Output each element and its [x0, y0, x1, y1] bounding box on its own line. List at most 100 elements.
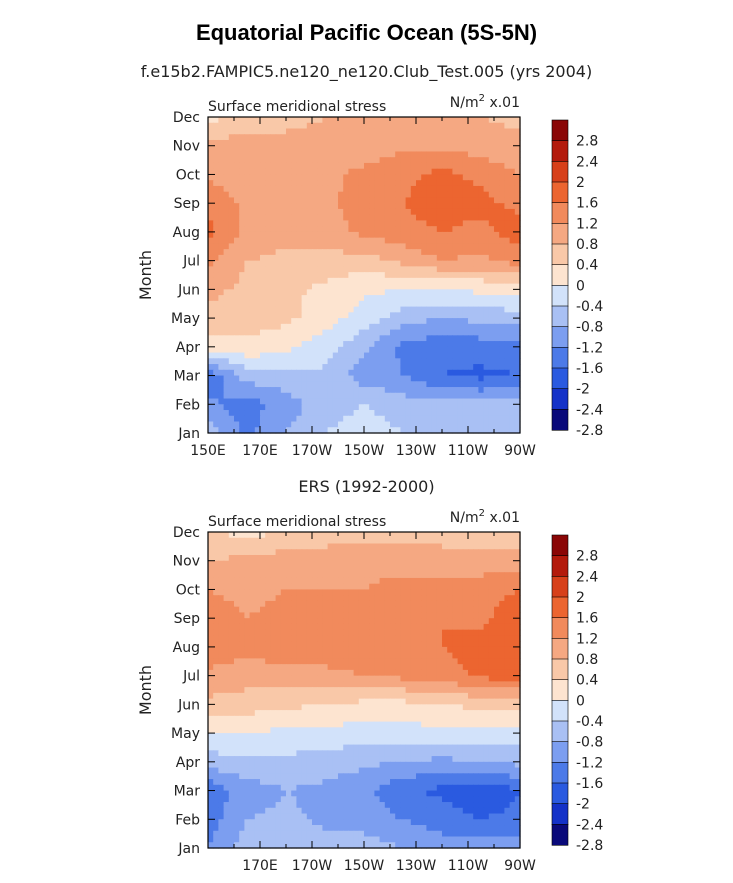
heatmap-cell [499, 646, 505, 654]
heatmap-cell [379, 358, 386, 365]
heatmap-cell [223, 358, 230, 365]
heatmap-cell [249, 168, 256, 176]
heatmap-cell [436, 254, 443, 262]
heatmap-cell [416, 623, 422, 631]
heatmap-cell [228, 577, 235, 585]
heatmap-cell [249, 226, 256, 233]
heatmap-cell [514, 554, 521, 562]
heatmap-cell [390, 549, 396, 556]
heatmap-cell [364, 283, 370, 290]
heatmap-cell [296, 583, 303, 591]
heatmap-cell [374, 185, 381, 193]
heatmap-cell [260, 174, 266, 181]
heatmap-cell [213, 122, 219, 130]
heatmap-cell [228, 618, 235, 625]
heatmap-cell [332, 203, 339, 210]
heatmap-cell [213, 410, 219, 417]
heatmap-cell [286, 208, 292, 216]
heatmap-cell [494, 277, 500, 285]
heatmap-cell [509, 306, 516, 313]
heatmap-cell [436, 300, 443, 308]
heatmap-cell [473, 572, 479, 579]
heatmap-cell [514, 612, 521, 619]
heatmap-cell [343, 249, 349, 256]
heatmap-cell [244, 203, 251, 210]
heatmap-cell [296, 174, 303, 181]
heatmap-cell [390, 260, 396, 267]
heatmap-cell [280, 410, 287, 417]
heatmap-cell [317, 681, 323, 688]
heatmap-cell [509, 283, 516, 290]
heatmap-cell [280, 595, 287, 602]
heatmap-cell [447, 128, 453, 135]
heatmap-cell [291, 623, 297, 631]
heatmap-cell [348, 560, 355, 568]
heatmap-cell [421, 283, 427, 290]
heatmap-cell [452, 162, 459, 170]
heatmap-cell [348, 629, 355, 637]
heatmap-cell [353, 260, 360, 267]
heatmap-cell [213, 226, 219, 233]
heatmap-cell [379, 295, 386, 302]
heatmap-cell [239, 318, 245, 325]
heatmap-cell [338, 549, 344, 556]
heatmap-cell [327, 134, 334, 141]
heatmap-cell [306, 664, 313, 671]
heatmap-cell [499, 375, 505, 382]
heatmap-cell [384, 381, 391, 388]
heatmap-cell [286, 387, 292, 394]
heatmap-cell [353, 243, 360, 250]
heatmap-cell [436, 145, 443, 153]
heatmap-cell [478, 312, 485, 319]
heatmap-cell [239, 664, 245, 671]
heatmap-cell [353, 168, 360, 176]
heatmap-cell [494, 180, 500, 187]
heatmap-cell [348, 595, 355, 602]
heatmap-cell [447, 289, 453, 296]
heatmap-cell [353, 641, 360, 648]
heatmap-cell [348, 583, 355, 591]
heatmap-cell [348, 214, 355, 222]
heatmap-cell [301, 560, 308, 568]
heatmap-cell [260, 532, 266, 539]
heatmap-cell [260, 537, 266, 545]
heatmap-cell [499, 572, 505, 579]
heatmap-cell [265, 675, 271, 682]
heatmap-cell [208, 272, 214, 279]
heatmap-cell [244, 197, 251, 204]
heatmap-cell [384, 606, 391, 614]
heatmap-cell [374, 341, 381, 348]
heatmap-cell [416, 669, 422, 677]
heatmap-cell [244, 295, 251, 302]
heatmap-cell [239, 249, 245, 256]
heatmap-cell [291, 646, 297, 654]
heatmap-cell [488, 272, 495, 279]
heatmap-cell [280, 335, 287, 342]
heatmap-cell [457, 243, 464, 250]
heatmap-cell [509, 387, 516, 394]
heatmap-cell [514, 387, 521, 394]
heatmap-cell [260, 681, 266, 688]
heatmap-cell [343, 658, 349, 665]
heatmap-cell [312, 134, 318, 141]
heatmap-cell [327, 635, 334, 642]
heatmap-cell [468, 369, 474, 377]
heatmap-cell [364, 191, 370, 199]
heatmap-cell [234, 185, 240, 193]
heatmap-cell [327, 254, 334, 262]
heatmap-cell [249, 669, 256, 677]
heatmap-cell [254, 369, 261, 377]
heatmap-cell [426, 629, 433, 637]
heatmap-cell [436, 381, 443, 388]
heatmap-cell [358, 295, 365, 302]
heatmap-cell [452, 629, 459, 637]
heatmap-cell [509, 295, 516, 302]
heatmap-cell [249, 387, 256, 394]
heatmap-cell [483, 566, 490, 573]
heatmap-cell [436, 122, 443, 130]
heatmap-cell [343, 162, 349, 170]
heatmap-cell [353, 427, 360, 434]
heatmap-cell [332, 237, 339, 244]
heatmap-cell [514, 168, 521, 176]
heatmap-cell [395, 554, 401, 562]
